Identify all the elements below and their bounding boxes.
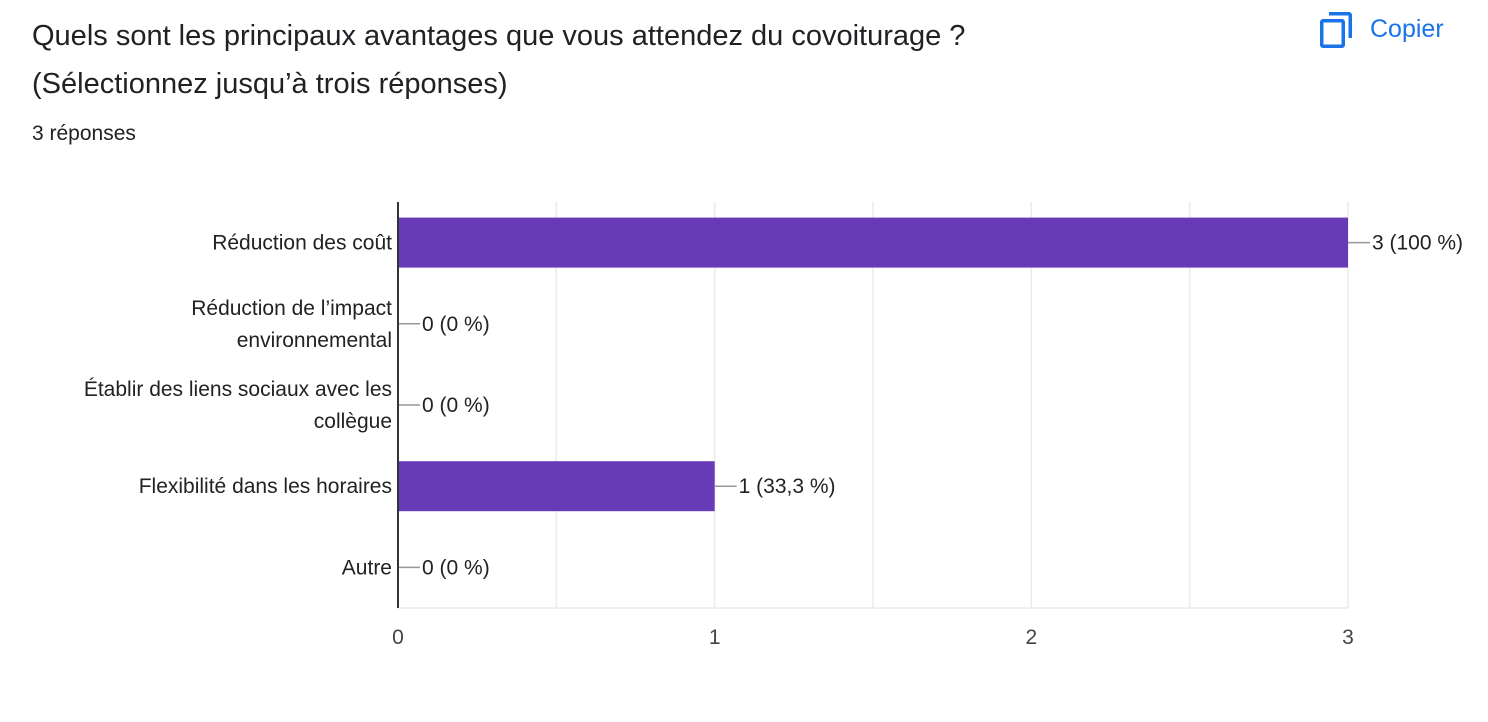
category-label: environnemental: [237, 329, 392, 352]
question-line-1: Quels sont les principaux avantages que …: [32, 20, 966, 52]
data-label: 3 (100 %): [1372, 232, 1463, 255]
bar: [398, 217, 1348, 268]
question-line-2: (Sélectionnez jusqu’à trois réponses): [32, 68, 508, 100]
category-label: collègue: [314, 410, 392, 433]
x-tick-label: 3: [1342, 626, 1354, 649]
category-label: Réduction des coût: [212, 232, 392, 255]
data-label: 0 (0 %): [422, 394, 490, 417]
copy-icon: [1320, 12, 1352, 48]
bar: [398, 461, 715, 512]
category-label: Réduction de l’impact: [191, 297, 392, 320]
category-label: Établir des liens sociaux avec les: [84, 378, 392, 401]
x-tick-label: 2: [1025, 626, 1037, 649]
data-label: 1 (33,3 %): [739, 475, 836, 498]
copy-button-label: Copier: [1370, 14, 1444, 43]
data-label: 0 (0 %): [422, 313, 490, 336]
category-label: Flexibilité dans les horaires: [139, 475, 392, 498]
x-tick-label: 1: [709, 626, 721, 649]
response-count: 3 réponses: [32, 122, 136, 145]
question-title: Quels sont les principaux avantages que …: [32, 12, 965, 108]
data-label: 0 (0 %): [422, 556, 490, 579]
category-label: Autre: [342, 556, 392, 579]
copy-button[interactable]: Copier: [1306, 4, 1456, 54]
x-tick-label: 0: [392, 626, 404, 649]
